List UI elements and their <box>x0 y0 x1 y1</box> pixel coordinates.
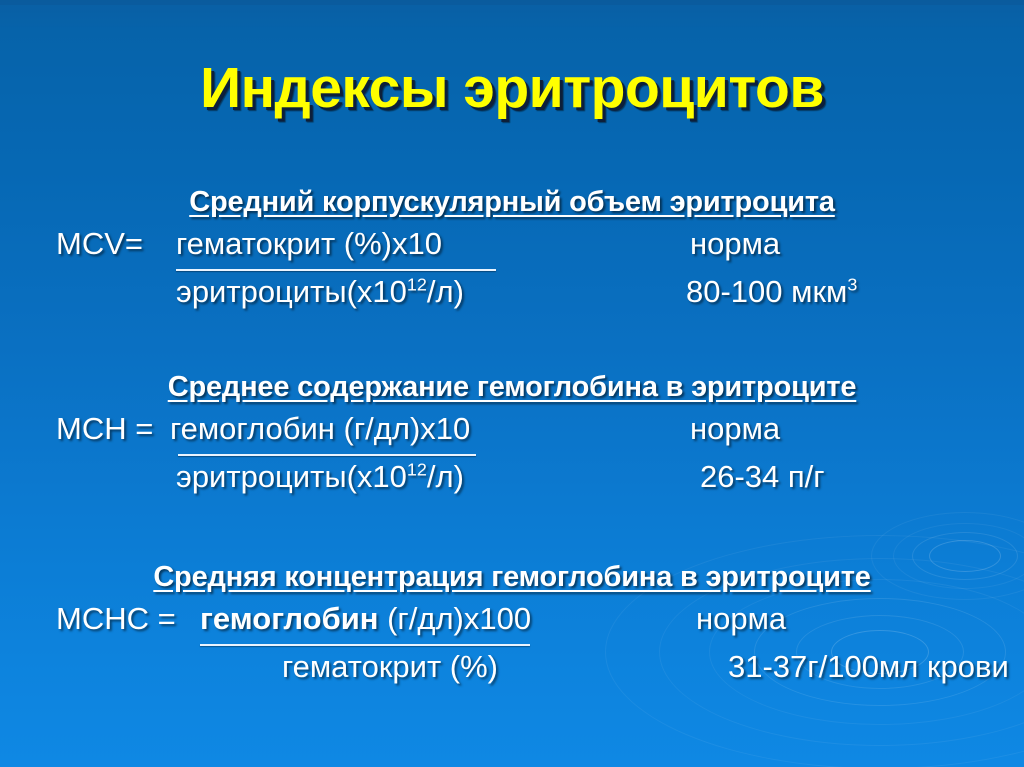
formula-denominator-mchc: гематокрит (%) <box>282 649 498 684</box>
norm-label-mcv: норма <box>690 226 781 261</box>
formula-denominator-mcv: эритроциты(х1012/л) <box>176 274 464 310</box>
formula-rows-mch: МСН = гемоглобин (г/дл)х10 норма эритроц… <box>0 411 1024 507</box>
denominator-prefix: эритроциты(х10 <box>176 274 407 309</box>
formula-lead-mch: МСН = <box>56 411 154 446</box>
fraction-bar-mchc <box>200 644 530 646</box>
numerator-rest: (г/дл)х100 <box>378 601 532 636</box>
norm-value-exponent: 3 <box>847 274 858 295</box>
formula-rows-mchc: МСНС = гемоглобин (г/дл)х100 норма гемат… <box>0 601 1024 697</box>
formula-row-numerator: MCV= гематокрит (%)х10 норма <box>0 226 1024 274</box>
norm-label-mch: норма <box>690 411 781 446</box>
page-title: Индексы эритроцитов <box>200 56 824 120</box>
formula-row-denominator: эритроциты(х1012/л) 80-100 мкм3 <box>0 274 1024 322</box>
fraction-bar-mch <box>178 454 476 456</box>
denominator-suffix: /л) <box>426 459 464 494</box>
formula-lead-mcv: MCV= <box>56 226 143 261</box>
formula-block-mch: Среднее содержание гемоглобина в эритроц… <box>0 371 1024 507</box>
block-header-mch: Среднее содержание гемоглобина в эритроц… <box>167 371 857 403</box>
norm-label-mchc: норма <box>696 601 787 636</box>
denominator-exponent: 12 <box>406 274 427 295</box>
norm-value-mchc: 31-37г/100мл крови <box>728 649 1009 684</box>
formula-numerator-mch: гемоглобин (г/дл)х10 <box>170 411 471 446</box>
formula-row-denominator: гематокрит (%) 31-37г/100мл крови <box>0 649 1024 697</box>
formula-lead-mchc: МСНС = <box>56 601 176 636</box>
top-edge-strip <box>0 0 1024 5</box>
formula-denominator-mch: эритроциты(х1012/л) <box>176 459 464 495</box>
block-header-mcv: Средний корпускулярный объем эритроцита <box>189 186 835 218</box>
denominator-suffix: /л) <box>426 274 464 309</box>
norm-value-text: 80-100 мкм <box>686 274 848 309</box>
formula-row-numerator: МСНС = гемоглобин (г/дл)х100 норма <box>0 601 1024 649</box>
norm-value-mch: 26-34 п/г <box>700 459 825 494</box>
formula-block-mchc: Средняя концентрация гемоглобина в эритр… <box>0 561 1024 697</box>
formula-numerator-mcv: гематокрит (%)х10 <box>176 226 442 261</box>
formula-row-denominator: эритроциты(х1012/л) 26-34 п/г <box>0 459 1024 507</box>
formula-rows-mcv: MCV= гематокрит (%)х10 норма эритроциты(… <box>0 226 1024 322</box>
denominator-exponent: 12 <box>406 459 427 480</box>
fraction-bar-mcv <box>176 269 496 271</box>
formula-numerator-mchc: гемоглобин (г/дл)х100 <box>200 601 531 637</box>
denominator-prefix: эритроциты(х10 <box>176 459 407 494</box>
block-header-mchc: Средняя концентрация гемоглобина в эритр… <box>153 561 871 593</box>
formula-row-numerator: МСН = гемоглобин (г/дл)х10 норма <box>0 411 1024 459</box>
formula-block-mcv: Средний корпускулярный объем эритроцита … <box>0 186 1024 322</box>
numerator-emphasis: гемоглобин <box>200 601 379 636</box>
norm-value-mcv: 80-100 мкм3 <box>686 274 857 310</box>
